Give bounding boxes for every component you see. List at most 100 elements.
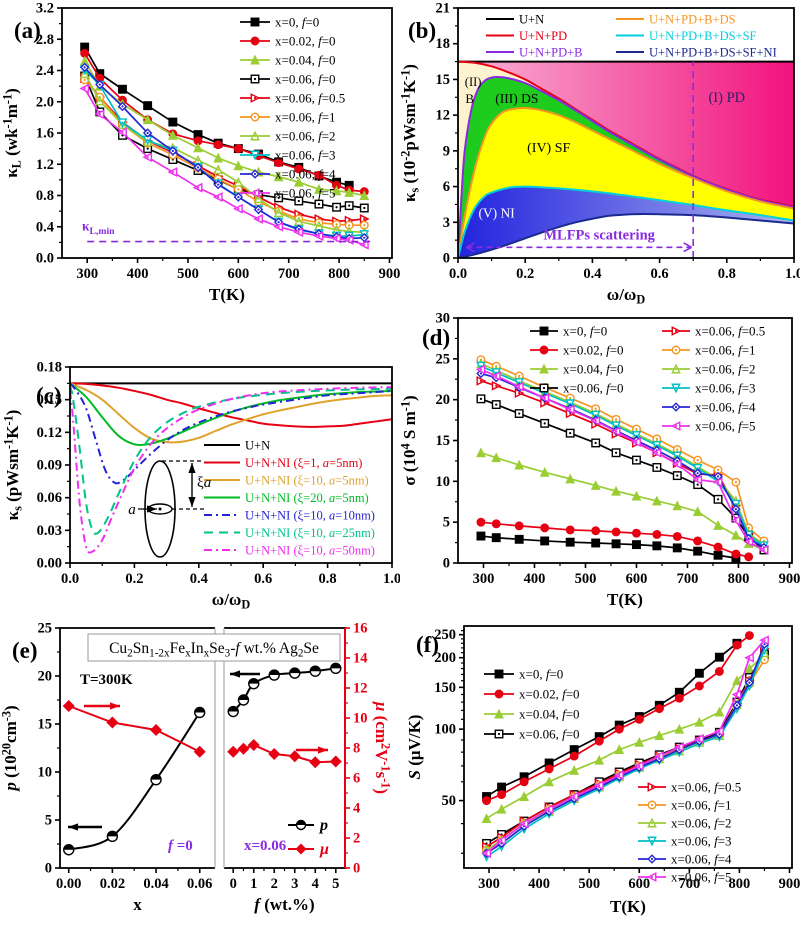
- svg-text:0.02: 0.02: [100, 876, 125, 892]
- svg-text:0.8: 0.8: [36, 188, 54, 204]
- svg-text:0.04: 0.04: [143, 876, 168, 892]
- svg-text:x=0.06, f=3: x=0.06, f=3: [671, 834, 732, 849]
- svg-text:T(K): T(K): [607, 590, 643, 609]
- svg-text:x=0.02, f=0: x=0.02, f=0: [563, 343, 624, 358]
- svg-text:x=0.06, f=2: x=0.06, f=2: [695, 362, 756, 377]
- panel-d-electrical-conductivity: 300 400 500 600 700 800 900 0 5 10 15 20 25 30 T(K) σ (…: [400, 311, 800, 622]
- svg-text:0.2: 0.2: [516, 266, 534, 282]
- svg-text:ω/ωD: ω/ωD: [607, 285, 646, 307]
- svg-text:800: 800: [328, 266, 350, 282]
- svg-text:p: p: [318, 817, 328, 834]
- panel-c-chart: 0.0 0.2 0.4 0.6 0.8 1.0 0.00 0.03 0.06 0.09 0.12 0.…: [2, 360, 401, 612]
- svg-text:(a): (a): [14, 18, 41, 43]
- svg-text:100: 100: [434, 722, 456, 738]
- svg-text:0.06: 0.06: [187, 876, 212, 892]
- svg-text:(IV) SF: (IV) SF: [527, 141, 570, 156]
- svg-text:0.06: 0.06: [37, 490, 62, 506]
- svg-text:400: 400: [528, 876, 550, 892]
- svg-text:σ (104 S m-1): σ (104 S m-1): [400, 395, 419, 485]
- svg-text:0.12: 0.12: [37, 425, 62, 441]
- svg-text:U+N+NI (ξ=10, a=5nm): U+N+NI (ξ=10, a=5nm): [245, 474, 369, 488]
- svg-text:0.18: 0.18: [37, 360, 62, 376]
- svg-text:0.00: 0.00: [37, 556, 62, 572]
- svg-text:T(K): T(K): [610, 897, 646, 916]
- svg-text:12: 12: [353, 681, 368, 697]
- svg-text:400: 400: [524, 571, 546, 587]
- svg-text:(V) NI: (V) NI: [478, 206, 515, 221]
- svg-text:12: 12: [436, 108, 451, 124]
- svg-text:2.4: 2.4: [36, 63, 54, 79]
- svg-text:0.6: 0.6: [254, 571, 272, 587]
- panel-c-spectral-conductivity-ni: 0.0 0.2 0.4 0.6 0.8 1.0 0.00 0.03 0.06 0.09 0.12 0.…: [0, 311, 401, 622]
- svg-text:x=0.06, f=3: x=0.06, f=3: [695, 381, 756, 396]
- svg-text:ω/ωD: ω/ωD: [212, 590, 251, 612]
- svg-text:10: 10: [38, 765, 53, 781]
- svg-text:U+N: U+N: [245, 439, 270, 453]
- svg-text:x=0.06, f=0: x=0.06, f=0: [275, 72, 336, 87]
- svg-text:x=0.04, f=0: x=0.04, f=0: [275, 53, 336, 68]
- svg-text:x=0.06, f=0.5: x=0.06, f=0.5: [275, 91, 345, 106]
- svg-text:15: 15: [436, 72, 451, 88]
- svg-text:10: 10: [436, 474, 451, 490]
- svg-text:0.4: 0.4: [583, 266, 601, 282]
- svg-text:U+N+PD+B+DS+SF: U+N+PD+B+DS+SF: [649, 29, 757, 43]
- svg-text:U+N+PD+B: U+N+PD+B: [519, 46, 583, 60]
- panel-b-chart: (II) B (III) DS (IV) SF (V) NI (I) PD MLFPs sc…: [400, 1, 800, 307]
- svg-text:4: 4: [353, 801, 360, 817]
- panel-e-carrier-concentration-mobility: 0 5 10 15 20 25 0 2 4 6 8 10 12 14 16 p (1020cm-3) μ (cm…: [0, 622, 400, 934]
- svg-text:x=0.06, f=1: x=0.06, f=1: [695, 343, 756, 358]
- svg-text:(III) DS: (III) DS: [495, 91, 538, 106]
- svg-text:U+N+NI (ξ=1, a=5nm): U+N+NI (ξ=1, a=5nm): [245, 456, 362, 470]
- panel-f-chart: 300 400 500 600 700 800 900 50 100 150 200 250 T(K) S…: [405, 625, 800, 916]
- svg-text:x=0.06, f=4: x=0.06, f=4: [695, 400, 756, 415]
- svg-text:0.2: 0.2: [125, 571, 143, 587]
- svg-text:800: 800: [729, 876, 751, 892]
- svg-text:κs (10-2pWsm-1K-1): κs (10-2pWsm-1K-1): [400, 64, 422, 202]
- svg-text:x=0.06, f=5: x=0.06, f=5: [695, 419, 756, 434]
- svg-text:x=0, f=0: x=0, f=0: [275, 15, 319, 30]
- svg-text:x=0.06, f=1: x=0.06, f=1: [671, 798, 732, 813]
- panel-b-spectral-conductivity-regions: (II) B (III) DS (IV) SF (V) NI (I) PD MLFPs sc…: [400, 0, 800, 311]
- svg-text:700: 700: [678, 876, 700, 892]
- svg-text:600: 600: [626, 571, 648, 587]
- svg-text:6: 6: [443, 179, 450, 195]
- svg-text:U+N+NI (ξ=10, a=25nm): U+N+NI (ξ=10, a=25nm): [245, 526, 375, 540]
- svg-text:3.2: 3.2: [36, 1, 54, 17]
- svg-text:15: 15: [38, 717, 53, 733]
- svg-text:(b): (b): [408, 18, 436, 43]
- svg-text:1: 1: [250, 876, 257, 892]
- svg-text:x=0.06, f=5: x=0.06, f=5: [671, 870, 732, 885]
- svg-text:400: 400: [127, 266, 149, 282]
- svg-text:250: 250: [434, 627, 456, 643]
- svg-text:x=0.06, f=0.5: x=0.06, f=0.5: [671, 780, 741, 795]
- svg-text:U+N+NI (ξ=10, a=50nm): U+N+NI (ξ=10, a=50nm): [245, 544, 375, 558]
- svg-text:x=0.06, f=0: x=0.06, f=0: [563, 381, 624, 396]
- svg-text:U+N+PD+B+DS: U+N+PD+B+DS: [649, 13, 736, 27]
- svg-text:50: 50: [442, 793, 457, 809]
- panel-f-seebeck-coefficient: 300 400 500 600 700 800 900 50 100 150 200 250 T(K) S…: [400, 622, 800, 934]
- svg-text:B: B: [465, 91, 474, 106]
- svg-text:700: 700: [278, 266, 300, 282]
- svg-text:x=0.06, f=1: x=0.06, f=1: [275, 110, 336, 125]
- svg-text:3: 3: [443, 215, 450, 231]
- svg-text:x=0.06: x=0.06: [244, 838, 287, 854]
- svg-text:20: 20: [436, 392, 451, 408]
- svg-text:a: a: [128, 502, 136, 518]
- svg-text:p (1020cm-3): p (1020cm-3): [0, 705, 20, 792]
- svg-text:0.00: 0.00: [56, 876, 81, 892]
- svg-text:150: 150: [434, 680, 456, 696]
- svg-text:800: 800: [728, 571, 750, 587]
- svg-text:0.4: 0.4: [190, 571, 208, 587]
- svg-text:300: 300: [478, 876, 500, 892]
- svg-text:U+N: U+N: [519, 13, 544, 27]
- svg-text:x=0.04, f=0: x=0.04, f=0: [563, 362, 624, 377]
- svg-text:1.2: 1.2: [36, 157, 54, 173]
- svg-text:(d): (d): [422, 325, 450, 350]
- svg-text:3: 3: [291, 876, 298, 892]
- panel-d-chart: 300 400 500 600 700 800 900 0 5 10 15 20 25 30 T(K) σ (…: [400, 311, 800, 609]
- svg-text:x=0.06, f=4: x=0.06, f=4: [275, 167, 336, 182]
- svg-text:2.0: 2.0: [36, 94, 54, 110]
- svg-text:κL,min: κL,min: [82, 219, 115, 238]
